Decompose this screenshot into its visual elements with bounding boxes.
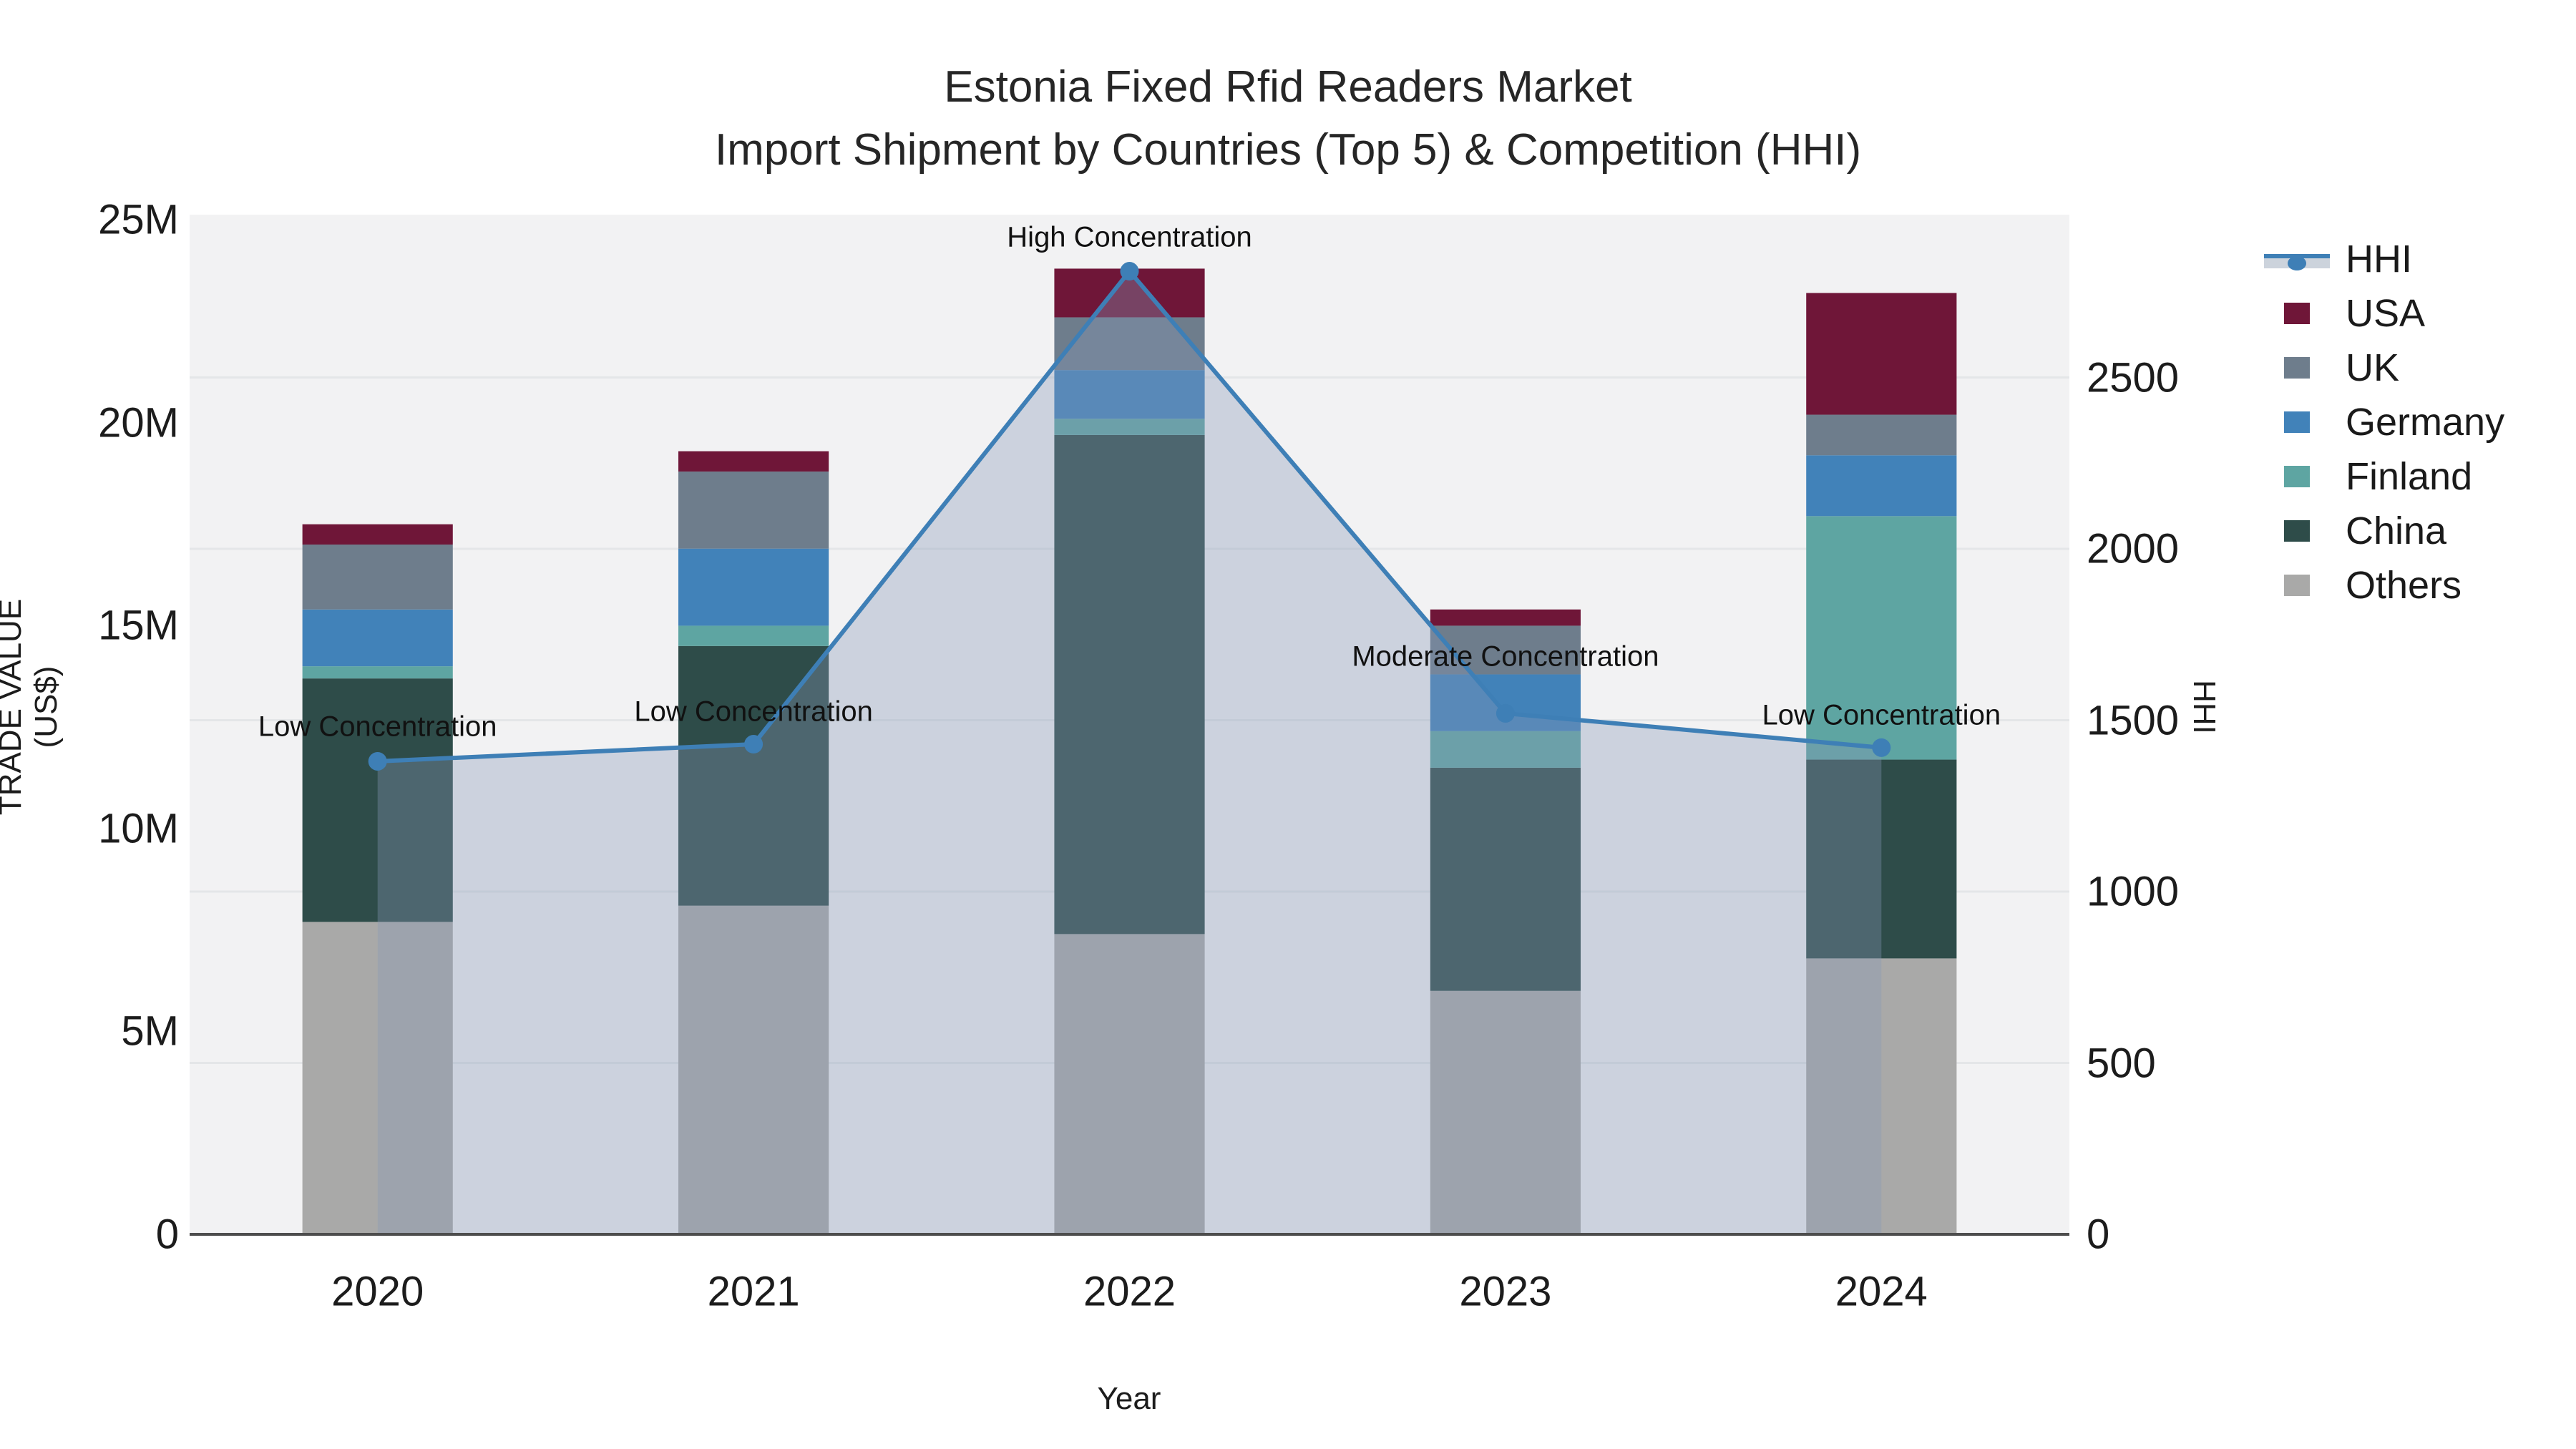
annotation-2024: Low Concentration	[1762, 699, 2001, 731]
bar-segment-china-2020[interactable]	[302, 678, 453, 922]
bar-segment-usa-2023[interactable]	[1430, 609, 1581, 626]
legend-item-uk[interactable]: UK	[2261, 341, 2504, 395]
bar-segment-usa-2021[interactable]	[678, 451, 829, 472]
bar-segment-uk-2024[interactable]	[1806, 414, 1957, 456]
usa-swatch-icon	[2261, 303, 2333, 324]
bar-segment-others-2021[interactable]	[678, 905, 829, 1234]
y-tick-0: 0	[155, 1211, 179, 1258]
hhi-marker-2024[interactable]	[1872, 738, 1891, 757]
bar-segment-finland-2020[interactable]	[302, 666, 453, 679]
hhi-marker-2020[interactable]	[368, 751, 387, 771]
x-tick-2021: 2021	[707, 1268, 800, 1315]
bar-segment-finland-2024[interactable]	[1806, 516, 1957, 760]
legend-label-china: China	[2346, 509, 2447, 552]
finland-swatch-icon	[2261, 466, 2333, 487]
bar-segment-germany-2024[interactable]	[1806, 455, 1957, 517]
legend-label-hhi: HHI	[2346, 238, 2412, 280]
legend-item-china[interactable]: China	[2261, 504, 2504, 558]
chart-svg	[190, 262, 2069, 1234]
legend-item-finland[interactable]: Finland	[2261, 449, 2504, 504]
x-tick-2024: 2024	[1835, 1268, 1928, 1315]
y-axis-title: TRADE VALUE (US$)	[0, 598, 64, 816]
china-swatch-icon	[2261, 520, 2333, 542]
chart-title-line1: Estonia Fixed Rfid Readers Market	[944, 62, 1632, 112]
annotation-2023: Moderate Concentration	[1352, 640, 1659, 673]
legend-item-others[interactable]: Others	[2261, 558, 2504, 613]
bar-segment-china-2022[interactable]	[1054, 434, 1205, 935]
annotation-2022: High Concentration	[1007, 221, 1252, 253]
uk-swatch-icon	[2261, 357, 2333, 379]
hhi-marker-2023[interactable]	[1496, 703, 1515, 723]
bar-segment-usa-2024[interactable]	[1806, 293, 1957, 415]
hhi-area-fill	[377, 271, 1882, 1234]
legend-label-germany: Germany	[2346, 401, 2505, 444]
x-tick-2023: 2023	[1459, 1268, 1552, 1315]
chart-title: Estonia Fixed Rfid Readers Market Import…	[0, 56, 2576, 182]
bar-segment-germany-2021[interactable]	[678, 548, 829, 626]
others-swatch-icon	[2261, 575, 2333, 596]
x-axis-title: Year	[1097, 1381, 1161, 1416]
legend-label-uk: UK	[2346, 346, 2400, 389]
y-tick-20m: 20M	[98, 399, 179, 447]
germany-swatch-icon	[2261, 411, 2333, 433]
hhi-marker-2021[interactable]	[744, 735, 763, 754]
legend-label-others: Others	[2346, 564, 2462, 607]
legend-item-germany[interactable]: Germany	[2261, 395, 2504, 449]
x-tick-2022: 2022	[1083, 1268, 1176, 1315]
y2-tick-2500: 2500	[2087, 354, 2180, 401]
bar-segment-others-2020[interactable]	[302, 922, 453, 1234]
y-tick-15m: 15M	[98, 602, 179, 649]
bar-segment-uk-2021[interactable]	[678, 471, 829, 549]
y2-tick-2000: 2000	[2087, 525, 2180, 572]
bar-segment-germany-2022[interactable]	[1054, 370, 1205, 419]
bar-segment-germany-2020[interactable]	[302, 609, 453, 667]
x-tick-2020: 2020	[331, 1268, 424, 1315]
y-tick-25m: 25M	[98, 196, 179, 243]
annotation-2020: Low Concentration	[258, 711, 497, 743]
legend-item-usa[interactable]: USA	[2261, 286, 2504, 341]
y2-axis-title: HHI	[2187, 680, 2222, 734]
bar-segment-usa-2020[interactable]	[302, 524, 453, 545]
hhi-line-icon	[2261, 248, 2333, 270]
x-axis-line	[190, 1233, 2069, 1236]
y-tick-5m: 5M	[121, 1008, 179, 1055]
bar-segment-china-2021[interactable]	[678, 645, 829, 906]
y2-tick-0: 0	[2087, 1211, 2110, 1258]
bar-segment-uk-2020[interactable]	[302, 545, 453, 610]
bar-segment-others-2024[interactable]	[1806, 958, 1957, 1234]
bar-segment-others-2023[interactable]	[1430, 990, 1581, 1234]
bar-segment-finland-2023[interactable]	[1430, 731, 1581, 768]
annotation-2021: Low Concentration	[634, 696, 873, 728]
bar-segment-uk-2023[interactable]	[1430, 625, 1581, 675]
plot-area	[190, 215, 2069, 1234]
legend: HHI USA UK Germany Finland China Others	[2261, 232, 2504, 613]
bar-segment-uk-2022[interactable]	[1054, 317, 1205, 371]
legend-label-finland: Finland	[2346, 455, 2473, 498]
bar-segment-others-2022[interactable]	[1054, 934, 1205, 1234]
bar-segment-china-2024[interactable]	[1806, 759, 1957, 959]
legend-label-usa: USA	[2346, 292, 2426, 335]
y2-tick-1000: 1000	[2087, 868, 2180, 915]
y2-tick-1500: 1500	[2087, 697, 2180, 743]
hhi-marker-2022[interactable]	[1120, 262, 1139, 281]
bar-segment-china-2023[interactable]	[1430, 767, 1581, 991]
legend-item-hhi[interactable]: HHI	[2261, 232, 2504, 286]
bar-segment-finland-2022[interactable]	[1054, 419, 1205, 435]
bar-segment-finland-2021[interactable]	[678, 625, 829, 646]
chart-title-line2: Import Shipment by Countries (Top 5) & C…	[714, 125, 1862, 175]
y-tick-10m: 10M	[98, 805, 179, 852]
y2-tick-500: 500	[2087, 1040, 2156, 1086]
